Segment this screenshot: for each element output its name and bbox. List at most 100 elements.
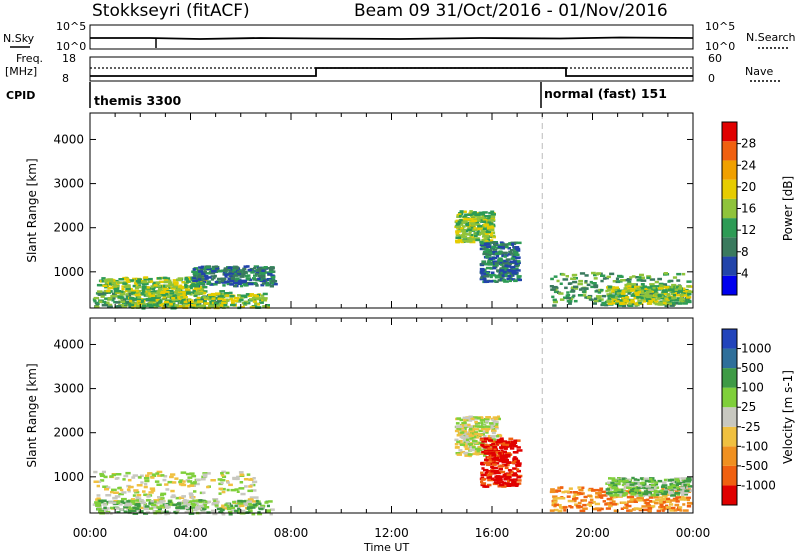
velocity-cell bbox=[472, 416, 478, 419]
power-cell bbox=[508, 250, 513, 254]
velocity-cell bbox=[464, 424, 468, 427]
velocity-cell bbox=[653, 490, 659, 493]
velocity-cell bbox=[101, 499, 107, 502]
power-cell bbox=[102, 291, 108, 294]
power-cell bbox=[112, 284, 117, 287]
power-cell bbox=[586, 283, 591, 287]
power-cell bbox=[597, 291, 602, 294]
velocity-cell bbox=[505, 458, 509, 462]
velocity-cell bbox=[134, 491, 140, 494]
power-cell bbox=[465, 222, 469, 226]
power-cell bbox=[236, 270, 242, 274]
velocity-cell bbox=[171, 494, 176, 497]
velocity-cell bbox=[632, 485, 637, 489]
velocity-cell bbox=[247, 506, 254, 509]
power-cell bbox=[111, 282, 116, 285]
power-cell bbox=[513, 251, 519, 254]
power-cell bbox=[678, 290, 683, 293]
power-cell bbox=[636, 279, 642, 282]
velocity-colorbar-bin bbox=[722, 329, 737, 349]
velocity-cell bbox=[212, 512, 218, 516]
power-cell bbox=[479, 270, 485, 273]
power-cell bbox=[189, 305, 195, 308]
velocity-cell bbox=[654, 483, 659, 486]
power-cell bbox=[660, 296, 665, 300]
power-cell bbox=[491, 246, 496, 249]
velocity-cell bbox=[464, 447, 470, 451]
nsearch-tick-bottom: 10^0 bbox=[705, 40, 735, 53]
power-cell bbox=[582, 294, 587, 297]
velocity-cell bbox=[153, 499, 160, 502]
velocity-cell bbox=[605, 507, 611, 510]
velocity-cell bbox=[219, 478, 226, 482]
power-cell bbox=[246, 274, 251, 277]
velocity-cell bbox=[639, 482, 645, 485]
power-colorbar-label: 4 bbox=[741, 266, 749, 280]
power-cell bbox=[135, 292, 139, 296]
power-cell bbox=[483, 242, 490, 246]
velocity-cell bbox=[98, 499, 103, 503]
velocity-cell bbox=[572, 491, 578, 494]
power-cell bbox=[480, 224, 485, 228]
velocity-cell bbox=[481, 440, 488, 443]
velocity-cell bbox=[214, 504, 219, 507]
velocity-cell bbox=[160, 492, 167, 496]
velocity-cell bbox=[187, 476, 193, 479]
power-cell bbox=[189, 293, 193, 296]
power-cell bbox=[482, 252, 488, 256]
power-cell bbox=[639, 289, 645, 292]
power-cell bbox=[644, 294, 651, 297]
velocity-cell bbox=[491, 472, 497, 475]
power-cell bbox=[198, 281, 205, 285]
velocity-cell bbox=[258, 507, 264, 511]
power-cell bbox=[150, 291, 157, 294]
power-cell bbox=[566, 300, 573, 303]
velocity-cell bbox=[140, 481, 144, 484]
velocity-cell bbox=[607, 492, 613, 495]
velocity-cell bbox=[230, 506, 236, 510]
power-cell bbox=[616, 280, 623, 283]
power-cell bbox=[254, 272, 259, 276]
power-cell bbox=[200, 298, 205, 301]
power-cell bbox=[485, 255, 489, 258]
velocity-cell bbox=[683, 498, 689, 501]
velocity-cell bbox=[113, 491, 119, 494]
velocity-cell bbox=[102, 508, 108, 512]
velocity-cell bbox=[613, 509, 619, 512]
velocity-cell bbox=[679, 495, 685, 499]
power-cell bbox=[179, 284, 183, 287]
velocity-cell bbox=[491, 429, 497, 433]
velocity-cell bbox=[460, 424, 466, 427]
power-cell bbox=[619, 294, 625, 297]
power-cell bbox=[111, 279, 116, 282]
velocity-cell bbox=[634, 494, 640, 497]
power-cell bbox=[106, 289, 111, 293]
velocity-cell bbox=[218, 492, 222, 495]
power-cell bbox=[501, 254, 505, 257]
power-cell bbox=[260, 279, 266, 283]
power-cell bbox=[601, 294, 606, 298]
power-cell bbox=[115, 301, 121, 304]
power-cell bbox=[486, 250, 491, 254]
velocity-cell bbox=[648, 483, 653, 487]
power-cell bbox=[511, 274, 515, 277]
velocity-cell bbox=[602, 500, 606, 503]
velocity-cell bbox=[157, 474, 163, 477]
time-tick-label: 08:00 bbox=[274, 526, 309, 540]
velocity-cell bbox=[508, 442, 514, 445]
velocity-cell bbox=[136, 484, 143, 487]
power-cell bbox=[455, 233, 461, 237]
power-cell bbox=[503, 245, 509, 249]
power-cell bbox=[228, 270, 235, 273]
power-cell bbox=[171, 298, 176, 302]
power-cell bbox=[203, 267, 208, 270]
velocity-cell bbox=[634, 489, 640, 492]
velocity-cell bbox=[170, 489, 175, 493]
power-cell bbox=[138, 299, 145, 302]
power-cell bbox=[124, 278, 130, 281]
power-cell bbox=[133, 282, 138, 285]
velocity-cell bbox=[649, 500, 656, 503]
power-cell bbox=[571, 295, 575, 299]
velocity-cell bbox=[227, 507, 232, 511]
power-cell bbox=[460, 230, 466, 233]
